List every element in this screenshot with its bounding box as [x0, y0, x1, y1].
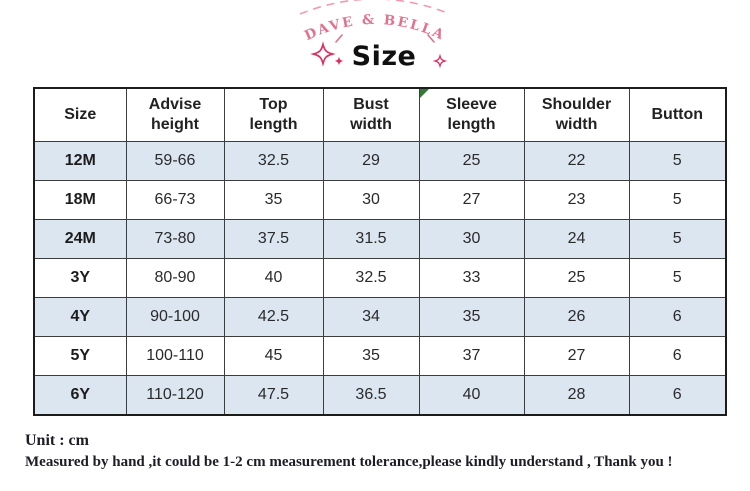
table-row-6y: 6Y 110-120 47.5 36.5 40 28 6 [33, 375, 727, 416]
data-cell: 90-100 [125, 297, 225, 337]
data-cell: 27 [418, 180, 525, 220]
col-header-button: Button [628, 87, 727, 142]
data-cell: 32.5 [322, 258, 420, 298]
col-header-advise-height: Advise height [125, 87, 225, 142]
data-cell: 47.5 [223, 375, 324, 416]
data-cell: 42.5 [223, 297, 324, 337]
size-cell: 6Y [33, 375, 127, 416]
data-cell: 30 [418, 219, 525, 259]
data-cell: 110-120 [125, 375, 225, 416]
data-cell: 36.5 [322, 375, 420, 416]
data-cell: 73-80 [125, 219, 225, 259]
size-cell: 4Y [33, 297, 127, 337]
unit-label: Unit : cm [25, 432, 89, 449]
data-cell: 26 [523, 297, 630, 337]
data-cell: 5 [628, 180, 727, 220]
data-cell: 24 [523, 219, 630, 259]
data-cell: 35 [223, 180, 324, 220]
data-cell: 35 [322, 336, 420, 376]
brand-arc-text: DAVE & BELLA [302, 12, 448, 44]
data-cell: 37.5 [223, 219, 324, 259]
col-header-top-length: Top length [223, 87, 324, 142]
data-cell: 6 [628, 375, 727, 416]
data-cell: 6 [628, 336, 727, 376]
size-cell: 12M [33, 141, 127, 181]
data-cell: 6 [628, 297, 727, 337]
data-cell: 33 [418, 258, 525, 298]
data-cell: 40 [223, 258, 324, 298]
size-cell: 24M [33, 219, 127, 259]
data-cell: 27 [523, 336, 630, 376]
data-cell: 28 [523, 375, 630, 416]
size-chart-table: Size Advise height Top length Bust width… [33, 87, 727, 416]
data-cell: 30 [322, 180, 420, 220]
footer-notes: Unit : cm Measured by hand ,it could be … [25, 431, 750, 473]
data-cell: 45 [223, 336, 324, 376]
data-cell: 40 [418, 375, 525, 416]
table-row-24m: 24M 73-80 37.5 31.5 30 24 5 [33, 219, 727, 259]
data-cell: 59-66 [125, 141, 225, 181]
col-header-size: Size [33, 87, 127, 142]
data-cell: 5 [628, 258, 727, 298]
dashed-arc-decoration [299, 0, 451, 15]
data-cell: 23 [523, 180, 630, 220]
green-corner-marker [419, 89, 429, 98]
data-cell: 5 [628, 141, 727, 181]
col-header-sleeve-length: Sleeve length [418, 87, 525, 142]
data-cell: 100-110 [125, 336, 225, 376]
table-row-3y: 3Y 80-90 40 32.5 33 25 5 [33, 258, 727, 298]
data-cell: 80-90 [125, 258, 225, 298]
page-title: Size [351, 41, 417, 72]
col-header-shoulder-width: Shoulder width [523, 87, 630, 142]
header-row: Size Advise height Top length Bust width… [33, 87, 727, 142]
size-cell: 3Y [33, 258, 127, 298]
data-cell: 32.5 [223, 141, 324, 181]
data-cell: 25 [418, 141, 525, 181]
data-cell: 5 [628, 219, 727, 259]
data-cell: 29 [322, 141, 420, 181]
data-cell: 25 [523, 258, 630, 298]
data-cell: 31.5 [322, 219, 420, 259]
table-row-18m: 18M 66-73 35 30 27 23 5 [33, 180, 727, 220]
size-cell: 5Y [33, 336, 127, 376]
table-row-4y: 4Y 90-100 42.5 34 35 26 6 [33, 297, 727, 337]
size-cell: 18M [33, 180, 127, 220]
col-header-bust-width: Bust width [322, 87, 420, 142]
data-cell: 22 [523, 141, 630, 181]
table-row-5y: 5Y 100-110 45 35 37 27 6 [33, 336, 727, 376]
data-cell: 35 [418, 297, 525, 337]
data-cell: 37 [418, 336, 525, 376]
measurement-note: Measured by hand ,it could be 1-2 cm mea… [25, 454, 673, 470]
table-row-12m: 12M 59-66 32.5 29 25 22 5 [33, 141, 727, 181]
data-cell: 66-73 [125, 180, 225, 220]
data-cell: 34 [322, 297, 420, 337]
